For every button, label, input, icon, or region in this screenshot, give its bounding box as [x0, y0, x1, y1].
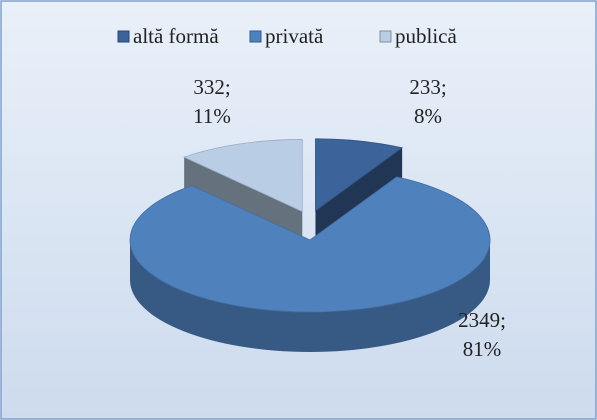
- legend-label: privată: [265, 24, 324, 48]
- data-label: 2349;: [458, 308, 506, 332]
- slice: [315, 138, 404, 212]
- data-label: 81%: [463, 337, 502, 361]
- slice: [129, 176, 491, 313]
- data-label: 8%: [414, 104, 442, 128]
- legend-swatch: [117, 30, 130, 43]
- slice-side: [130, 240, 490, 352]
- data-label: 11%: [193, 104, 231, 128]
- data-label: 332;: [193, 75, 230, 99]
- legend-label: altă formă: [133, 24, 219, 48]
- legend-label: publică: [395, 24, 457, 48]
- data-label: 233;: [409, 75, 446, 99]
- legend-swatch: [249, 30, 262, 43]
- slice: [183, 139, 303, 213]
- pie: [129, 138, 491, 352]
- legend-swatch: [379, 30, 392, 43]
